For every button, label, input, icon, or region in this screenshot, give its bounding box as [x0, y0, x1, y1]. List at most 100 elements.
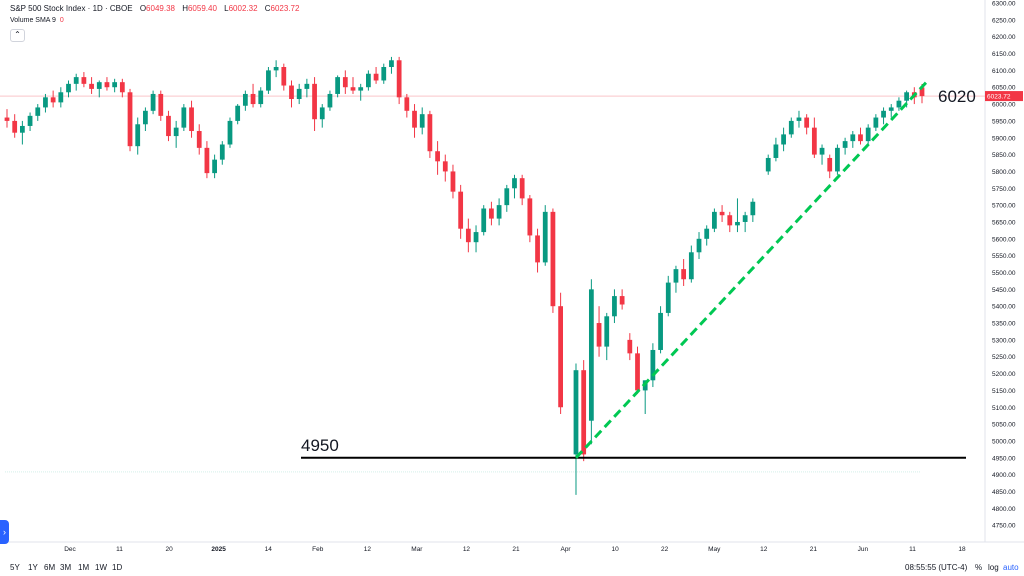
candle-body — [550, 211, 556, 307]
candle-body — [342, 77, 348, 88]
auto-toggle[interactable]: auto — [1003, 563, 1019, 572]
candle-body — [665, 282, 671, 313]
price-tick-label: 5500.00 — [992, 270, 1016, 277]
volume-label: Volume SMA 9 — [10, 17, 56, 24]
candle-body — [442, 161, 448, 172]
time-tick-label: 18 — [958, 546, 966, 553]
price-tick-label: 6100.00 — [992, 68, 1016, 75]
price-tick-label: 6200.00 — [992, 34, 1016, 41]
candle-body — [181, 107, 187, 128]
expand-panel-icon[interactable]: › — [0, 520, 9, 544]
price-tick-label: 6150.00 — [992, 51, 1016, 58]
price-tick-label: 5550.00 — [992, 253, 1016, 260]
percent-toggle[interactable]: % — [975, 563, 983, 572]
candle-body — [504, 188, 510, 206]
candle-body — [250, 93, 256, 105]
price-tick-label: 5800.00 — [992, 169, 1016, 176]
candle-body — [373, 73, 379, 81]
time-tick-label: 21 — [810, 546, 818, 553]
symbol-title[interactable]: S&P 500 Stock Index · 1D · CBOE — [10, 4, 133, 13]
candle-body — [681, 269, 687, 280]
high-label: H — [182, 4, 188, 13]
high-value: 6059.40 — [187, 4, 217, 13]
candle-body — [619, 296, 625, 305]
candle-body — [604, 316, 610, 347]
log-toggle[interactable]: log — [988, 563, 999, 572]
candle-body — [227, 120, 233, 145]
candle-body — [112, 82, 118, 88]
candle-body — [296, 88, 302, 100]
time-tick-label: 20 — [165, 546, 173, 553]
price-tick-label: 5900.00 — [992, 135, 1016, 142]
price-tick-label: 5700.00 — [992, 203, 1016, 210]
candle-body — [696, 238, 702, 253]
candle-body — [327, 93, 333, 108]
time-tick-label: 12 — [760, 546, 768, 553]
close-value: 6023.72 — [270, 4, 300, 13]
volume-value: 0 — [59, 17, 64, 24]
candle-body — [719, 211, 725, 216]
candle-body — [496, 205, 502, 219]
open-value: 6049.38 — [146, 4, 175, 13]
candle-body — [143, 110, 148, 125]
candle-body — [512, 178, 517, 189]
candle-body — [481, 208, 487, 233]
time-tick-label: Jun — [858, 546, 869, 553]
candle-body — [765, 157, 771, 172]
price-tick-label: 5950.00 — [992, 118, 1016, 125]
candle-body — [358, 87, 364, 91]
range-1m[interactable]: 1M — [78, 563, 90, 572]
timezone-clock[interactable]: 08:55:55 (UTC-4) — [905, 563, 968, 572]
candle-body — [242, 93, 248, 106]
price-tick-label: 6300.00 — [992, 1, 1016, 8]
candle-body — [43, 97, 48, 108]
candle-body — [81, 77, 87, 84]
candle-body — [19, 125, 25, 133]
trend-label: 6020 — [938, 87, 976, 106]
support-label: 4950 — [301, 436, 339, 455]
candle-body — [396, 60, 402, 98]
candle-body — [219, 144, 225, 160]
range-1y[interactable]: 1Y — [28, 563, 38, 572]
candle-body — [542, 211, 548, 263]
range-6m[interactable]: 6M — [44, 563, 56, 572]
price-tick-label: 4850.00 — [992, 489, 1016, 496]
candle-body — [58, 92, 64, 103]
candle-body — [858, 134, 863, 142]
range-3m[interactable]: 3M — [60, 563, 72, 572]
candle-body — [535, 235, 540, 263]
time-tick-label: Feb — [312, 546, 324, 553]
price-tick-label: 5450.00 — [992, 287, 1016, 294]
collapse-chevron-icon[interactable]: ⌃ — [10, 29, 25, 42]
time-tick-label: Apr — [560, 546, 571, 553]
candle-body — [189, 107, 194, 132]
candle-body — [419, 114, 425, 128]
candle-body — [750, 201, 756, 216]
candle-body — [173, 127, 179, 137]
price-tick-label: 5850.00 — [992, 152, 1016, 159]
time-tick-label: 14 — [265, 546, 273, 553]
price-tick-label: 6250.00 — [992, 17, 1016, 24]
candle-body — [596, 323, 602, 347]
range-1w[interactable]: 1W — [95, 563, 107, 572]
candle-body — [558, 306, 563, 408]
time-tick-label: Mar — [411, 546, 423, 553]
last-price-tag-label: 6023.72 — [987, 94, 1011, 101]
candle-body — [919, 87, 925, 97]
price-tick-label: 5050.00 — [992, 422, 1016, 429]
price-tick-label: 5650.00 — [992, 219, 1016, 226]
candle-body — [89, 83, 94, 89]
candle-body — [788, 120, 794, 135]
range-1d[interactable]: 1D — [112, 563, 123, 572]
candle-body — [573, 370, 579, 455]
candle-body — [473, 232, 479, 243]
candle-body — [781, 134, 786, 145]
candle-body — [673, 269, 679, 283]
price-tick-label: 5300.00 — [992, 337, 1016, 344]
range-5y[interactable]: 5Y — [10, 563, 20, 572]
candle-body — [312, 83, 317, 120]
candle-body — [850, 134, 856, 142]
candle-body — [881, 110, 886, 118]
